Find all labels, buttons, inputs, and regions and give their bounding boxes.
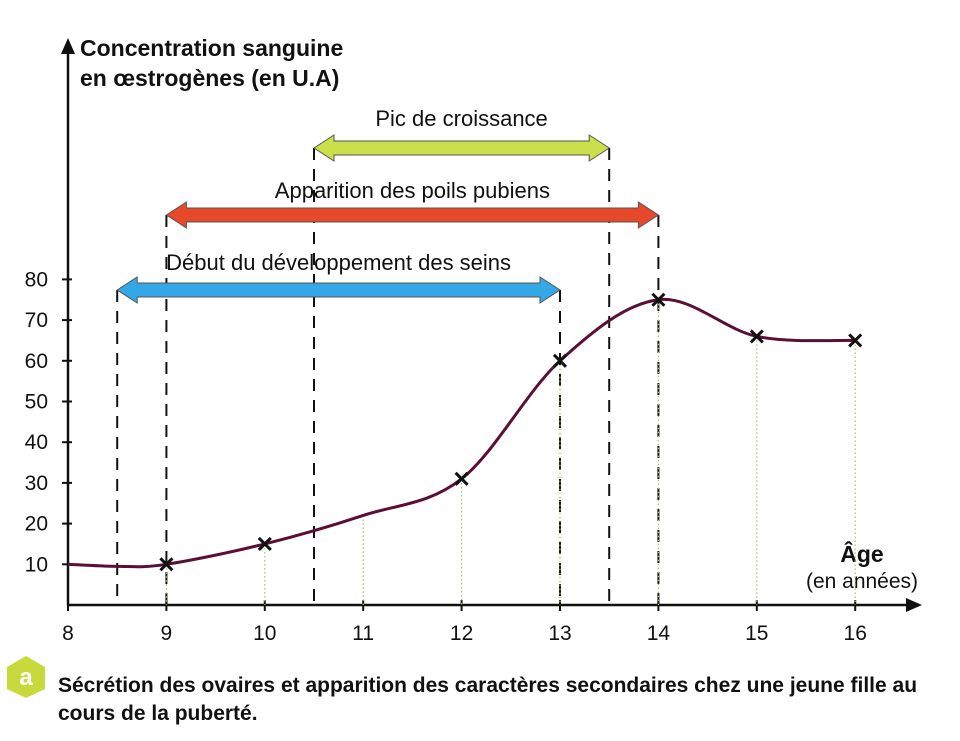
x-axis-arrowhead — [906, 598, 922, 612]
data-marker — [454, 471, 469, 486]
marker-drop-lines — [165, 299, 856, 605]
y-tick-label: 20 — [25, 513, 48, 536]
x-tick-label: 9 — [161, 622, 173, 645]
figure-caption: Sécrétion des ovaires et apparition des … — [58, 674, 918, 725]
y-tick-label: 30 — [25, 472, 48, 495]
x-tick-label: 15 — [745, 622, 768, 645]
data-marker — [552, 353, 568, 368]
data-marker — [749, 329, 764, 344]
range-label-breast-development: Début du développement des seins — [166, 250, 511, 275]
data-marker — [848, 333, 863, 348]
range-arrow-growth-peak — [313, 134, 611, 162]
x-tick-label: 12 — [450, 622, 473, 645]
x-axis-title: Âge — [840, 540, 883, 567]
figure-badge: a — [7, 656, 45, 698]
y-axis-title-line-1: Concentration sanguine — [80, 35, 343, 61]
range-arrows: Pic de croissance Apparition des poils pu… — [116, 106, 660, 304]
ticks: 8 9 10 11 12 13 14 15 16 10 20 30 40 50 60 70 80 — [25, 268, 867, 645]
data-marker — [159, 557, 174, 572]
y-tick-label: 10 — [25, 553, 48, 576]
data-marker — [257, 536, 272, 552]
x-tick-label: 14 — [647, 622, 671, 645]
y-axis-title: Concentration sanguine en œstrogènes (en… — [80, 35, 350, 91]
x-tick-label: 8 — [62, 622, 74, 645]
range-arrow-breast-development — [116, 276, 561, 304]
x-tick-label: 10 — [253, 622, 276, 645]
range-label-growth-peak: Pic de croissance — [375, 106, 547, 131]
y-tick-label: 40 — [25, 431, 48, 454]
y-tick-label: 50 — [25, 391, 48, 414]
y-axis-title-line-2: en œstrogènes (en U.A) — [80, 65, 339, 91]
figure-badge-shape — [7, 656, 45, 698]
y-tick-label: 70 — [25, 309, 48, 332]
data-marker — [651, 292, 666, 307]
x-tick-label: 13 — [548, 622, 571, 645]
axes — [61, 38, 922, 612]
y-axis-arrowhead — [61, 38, 75, 54]
figure-badge-letter: a — [19, 664, 33, 691]
estrogen-curve — [67, 298, 856, 569]
x-axis-unit: (en années) — [806, 570, 918, 593]
x-axis-title-line-1: Âge — [840, 540, 883, 567]
x-tick-label: 11 — [352, 622, 374, 645]
range-arrow-pubic-hair — [165, 201, 660, 229]
range-label-pubic-hair: Apparition des poils pubiens — [275, 178, 550, 203]
x-axis-title-line-2: (en années) — [806, 570, 918, 593]
y-tick-label: 60 — [25, 350, 48, 373]
x-tick-label: 16 — [844, 622, 867, 645]
estrogen-chart: Concentration sanguine en œstrogènes (en… — [25, 35, 922, 645]
y-tick-label: 80 — [25, 268, 48, 291]
data-markers — [159, 292, 863, 572]
